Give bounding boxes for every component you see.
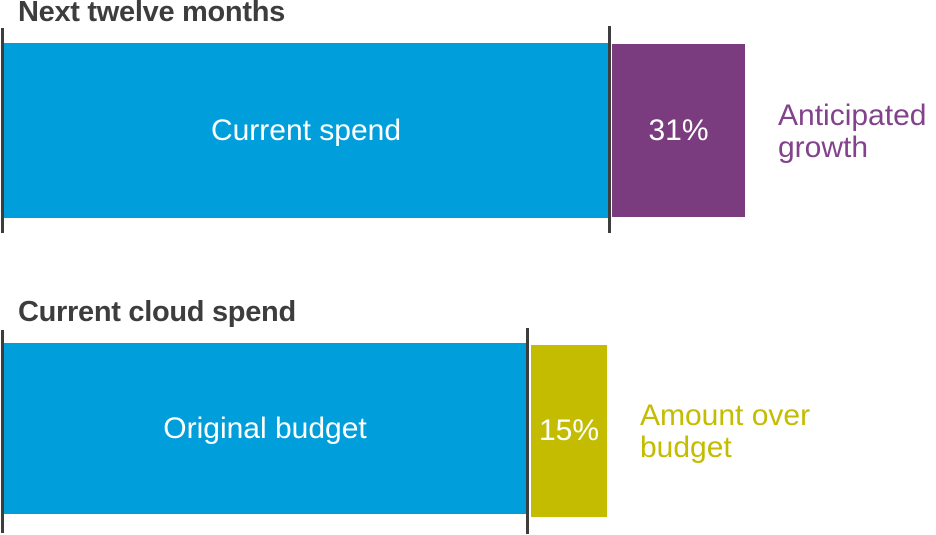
bar-segment-amount-over-budget: 15% xyxy=(531,345,607,517)
bar-label-original-budget: Original budget xyxy=(163,411,367,445)
bar-label-current-spend: Current spend xyxy=(210,113,402,147)
axis-tick-segment-boundary xyxy=(608,26,611,233)
annotation-anticipated-growth: Anticipated growth xyxy=(778,99,927,164)
chart-title: Current cloud spend xyxy=(18,296,296,328)
bar-current-spend: Current spend xyxy=(4,43,608,218)
bar-segment-anticipated-growth: 31% xyxy=(612,44,745,217)
axis-tick-segment-boundary xyxy=(526,328,529,534)
annotation-amount-over-budget: Amount over budget xyxy=(640,399,811,464)
segment-percent-label: 31% xyxy=(648,113,709,147)
axis-tick-bar-start xyxy=(1,330,4,533)
axis-tick-bar-start xyxy=(1,28,4,233)
chart-title: Next twelve months xyxy=(18,0,285,28)
segment-percent-label: 15% xyxy=(538,414,600,447)
bar-original-budget: Original budget xyxy=(4,343,526,514)
